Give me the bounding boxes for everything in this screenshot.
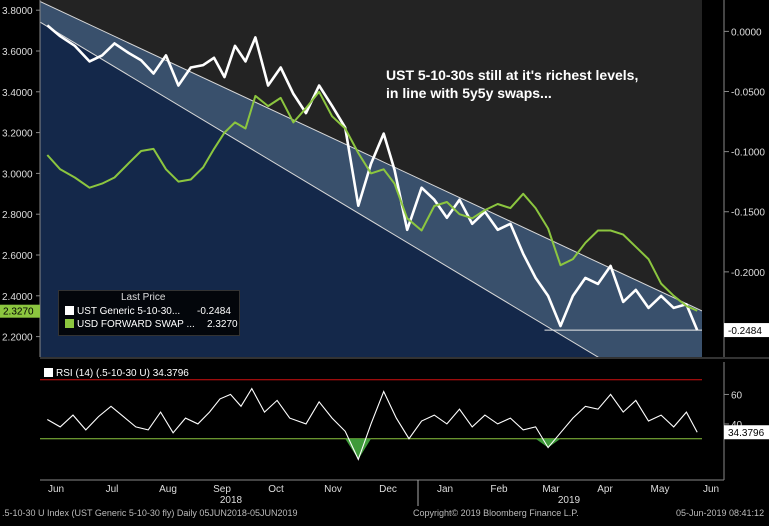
legend-entry-swap-label: USD FORWARD SWAP ... bbox=[77, 319, 195, 330]
right-tick-label: 0.0000 bbox=[731, 27, 762, 38]
rsi-legend: RSI (14) (.5-10-30 U) 34.3796 bbox=[44, 368, 189, 379]
rsi-last-value-label: 34.3796 bbox=[728, 428, 765, 439]
legend-title: Last Price bbox=[121, 292, 166, 303]
left-tick-label: 3.2000 bbox=[2, 129, 33, 140]
x-tick-label: Apr bbox=[597, 484, 613, 495]
x-tick-label: Sep bbox=[213, 484, 231, 495]
chart-annotation: UST 5-10-30s still at it's richest level… bbox=[386, 67, 639, 101]
footer-security: .5-10-30 U Index (UST Generic 5-10-30 fl… bbox=[2, 508, 298, 518]
x-tick-label: Oct bbox=[268, 484, 284, 495]
rsi-series-line bbox=[47, 387, 698, 461]
legend: Last Price UST Generic 5-10-30... -0.248… bbox=[58, 290, 240, 336]
x-tick-label: Aug bbox=[159, 484, 177, 495]
rsi-legend-swatch bbox=[44, 368, 53, 377]
channel-band bbox=[40, 1, 702, 357]
x-tick-label: Nov bbox=[324, 484, 342, 495]
footer-copyright: Copyright© 2019 Bloomberg Finance L.P. bbox=[413, 508, 579, 518]
left-last-value-label: 2.3270 bbox=[3, 307, 34, 318]
legend-entry-swap-value: 2.3270 bbox=[207, 319, 238, 330]
x-year-label: 2018 bbox=[220, 495, 243, 506]
rsi-panel-background bbox=[40, 357, 769, 480]
legend-swatch-green bbox=[65, 319, 74, 328]
right-last-value-box bbox=[724, 323, 769, 338]
footer-timestamp: 05-Jun-2019 08:41:12 bbox=[676, 508, 765, 518]
right-axis: -0.2000 -0.1500 -0.1000 -0.0500 0.0000 -0.248… bbox=[723, 0, 769, 357]
x-tick-label: Jun bbox=[48, 484, 64, 495]
x-tick-label: Jan bbox=[437, 484, 453, 495]
rsi-legend-label: RSI (14) (.5-10-30 U) 34.3796 bbox=[56, 368, 189, 379]
legend-entry-ust: UST Generic 5-10-30... bbox=[65, 306, 180, 318]
series-line-ust bbox=[46, 24, 699, 331]
left-tick-label: 2.4000 bbox=[2, 292, 33, 303]
left-tick-label: 3.0000 bbox=[2, 169, 33, 180]
x-tick-label: Feb bbox=[490, 484, 508, 495]
legend-entry-swap: USD FORWARD SWAP ... bbox=[65, 319, 195, 331]
rsi-last-value-box bbox=[724, 425, 769, 440]
rsi-background bbox=[40, 362, 702, 480]
price-panel-lines bbox=[40, 1, 702, 357]
rsi-panel-lines bbox=[40, 379, 702, 461]
right-tick-label: -0.0500 bbox=[731, 88, 765, 99]
rsi-tick-label: 60 bbox=[731, 390, 743, 401]
legend-swatch-white bbox=[65, 306, 74, 315]
channel-lower-line bbox=[40, 21, 599, 357]
x-tick-label: Mar bbox=[542, 484, 560, 495]
x-tick-label: May bbox=[651, 484, 670, 495]
x-axis: Jun Jul Aug Sep Oct Nov Dec Jan Feb Mar Apr May Jun 2… bbox=[40, 479, 724, 506]
left-tick-label: 3.4000 bbox=[2, 88, 33, 99]
footer-bar: .5-10-30 U Index (UST Generic 5-10-30 fl… bbox=[0, 507, 769, 521]
channel-upper-line bbox=[40, 1, 702, 312]
series-line-swap bbox=[46, 90, 698, 312]
price-panel-background bbox=[40, 0, 702, 357]
right-tick-label: -0.2000 bbox=[731, 268, 765, 279]
right-last-value-label: -0.2484 bbox=[728, 326, 762, 337]
x-tick-label: Jul bbox=[106, 484, 119, 495]
right-tick-label: -0.1000 bbox=[731, 148, 765, 159]
left-tick-label: 3.6000 bbox=[2, 47, 33, 58]
left-tick-label: 3.8000 bbox=[2, 6, 33, 17]
legend-entry-ust-label: UST Generic 5-10-30... bbox=[77, 306, 181, 317]
x-tick-label: Jun bbox=[703, 484, 719, 495]
right-tick-label: -0.1500 bbox=[731, 208, 765, 219]
x-tick-label: Dec bbox=[379, 484, 397, 495]
rsi-axis: 406034.3796 bbox=[723, 362, 769, 480]
left-tick-label: 2.8000 bbox=[2, 210, 33, 221]
x-year-label: 2019 bbox=[558, 495, 581, 506]
left-axis: 2.2000 2.4000 2.6000 2.8000 3.0000 3.2000 3.40… bbox=[0, 0, 41, 357]
legend-entry-ust-value: -0.2484 bbox=[197, 306, 231, 317]
left-tick-label: 2.2000 bbox=[2, 333, 33, 344]
left-tick-label: 2.6000 bbox=[2, 251, 33, 262]
left-last-value-box bbox=[0, 304, 40, 318]
